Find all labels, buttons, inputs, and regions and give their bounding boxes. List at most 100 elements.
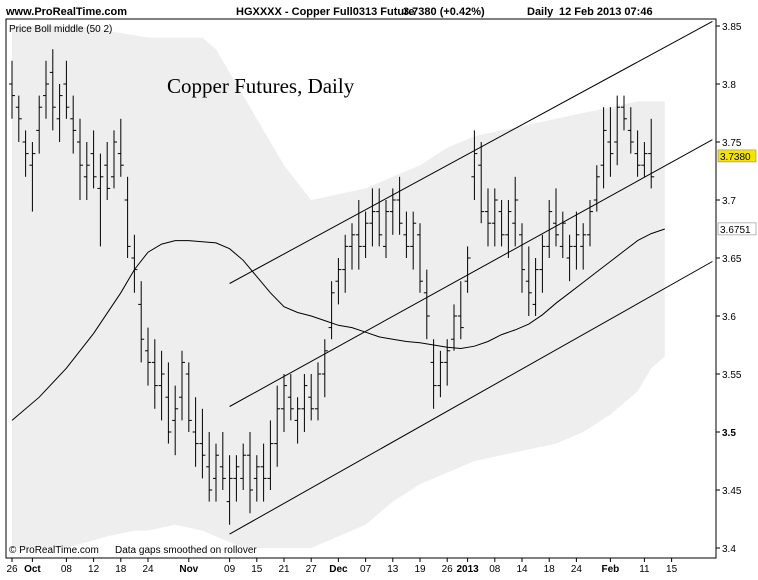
x-tick-label: Dec [329,564,348,575]
ohlc-bar [22,130,29,177]
x-tick-label: 19 [414,564,426,575]
ohlc-bar [498,200,505,247]
ohlc-bar [104,142,111,200]
ohlc-bar [621,95,627,131]
ohlc-bar [430,339,437,409]
price-tag-last [717,149,757,163]
ohlc-bar [151,339,158,409]
ohlc-bar [423,269,430,340]
ohlc-bar [301,374,308,432]
ohlc-bar [573,211,580,270]
ohlc-bar [281,374,287,432]
ohlc-bar [226,455,233,525]
ohlc-bar [457,281,464,340]
bollinger-middle-line [11,228,665,421]
ohlc-bar [29,142,36,212]
ohlc-bar [648,118,655,189]
ohlc-bar [165,362,172,444]
x-tick-label: 13 [387,564,399,575]
channel-line-lower [229,261,713,535]
ohlc-bar [49,49,56,131]
quote: 3.7380 (+0.42%) [403,6,485,18]
ohlc-bar [471,130,478,200]
ohlc-bar [505,200,512,258]
ohlc-bar [240,443,247,490]
ohlc-bar [553,188,559,247]
ohlc-bar [566,234,573,282]
ohlc-bar [437,350,444,398]
x-tick-label: Feb [602,564,620,575]
ohlc-bar [321,339,328,398]
x-tick-label: Nov [179,564,198,575]
x-tick-label: 27 [306,564,318,575]
y-tick-label: 3.65 [722,254,742,265]
y-tick-label: 3.7 [722,196,736,207]
ohlc-bar [185,362,192,432]
x-tick-label: 18 [544,564,556,575]
ohlc-bar [56,84,63,142]
ohlc-bar [315,362,321,421]
ohlc-bar [444,339,451,386]
x-tick-label: 11 [639,564,650,575]
plot-area [9,20,713,548]
price-tag-label-sma: 3.6751 [720,225,751,236]
ohlc-bar [206,432,213,502]
ohlc-bar [383,200,389,258]
ohlc-bar [247,432,253,514]
ohlc-bar [376,188,383,247]
ohlc-bar [260,443,267,502]
ohlc-bar [83,142,90,200]
ohlc-bar [485,188,491,247]
ohlc-bar [491,188,498,247]
ohlc-bar [641,142,648,177]
ohlc-bar [192,397,199,467]
ohlc-bar [417,223,423,293]
ohlc-bar [369,188,376,247]
price-tag-sma [717,222,757,236]
ohlc-bar [580,223,587,270]
ohlc-bar [559,211,566,258]
y-tick-label: 3.75 [722,138,742,149]
ohlc-bar [627,107,634,154]
x-tick-label: 15 [666,564,678,575]
period: Daily [527,6,554,18]
x-tick-label: 26 [442,564,454,575]
x-tick-label: 2013 [456,564,479,575]
ohlc-bar [546,200,553,258]
x-tick-label: 21 [278,564,290,575]
x-tick-label: 18 [115,564,127,575]
channel-line-upper [229,20,713,284]
x-tick-label: 08 [489,564,501,575]
x-tick-label: 26 [6,564,18,575]
ohlc-bar [410,211,417,270]
footer-copyright: © ProRealTime.com [9,545,99,556]
ohlc-bar [451,304,457,351]
ohlc-bar [63,60,70,119]
ohlc-bar [600,107,607,189]
ohlc-bar [124,176,131,258]
x-axis: 26 Oct 08 12 18 24 Nov 09 15 21 27 Dec 07 13 19 26 2013 0… [6,558,678,575]
x-tick-label: 24 [571,564,583,575]
y-tick-label: 3.6 [722,312,736,323]
ohlc-bar [267,420,274,490]
ohlc-bar [77,118,83,200]
x-tick-label: 12 [88,564,100,575]
ohlc-bar [158,350,165,421]
ohlc-bar [308,374,315,421]
ohlc-bar [464,246,471,293]
y-tick-label: 3.5 [722,428,736,439]
ohlc-bar [607,107,614,177]
instrument-name: HGXXXX - Copper Full0313 Future [236,6,414,18]
ohlc-bar [342,234,349,293]
ohlc-bar [213,443,219,502]
x-tick-label: 14 [516,564,528,575]
ohlc-bar [525,246,532,316]
ohlc-bar [172,385,179,456]
x-tick-label: Oct [24,564,41,575]
ohlc-bar [294,397,301,444]
y-tick-label: 3.4 [722,544,736,555]
ohlc-bar [219,432,226,490]
ohlc-bar [396,176,403,235]
ohlc-bar [403,211,410,258]
